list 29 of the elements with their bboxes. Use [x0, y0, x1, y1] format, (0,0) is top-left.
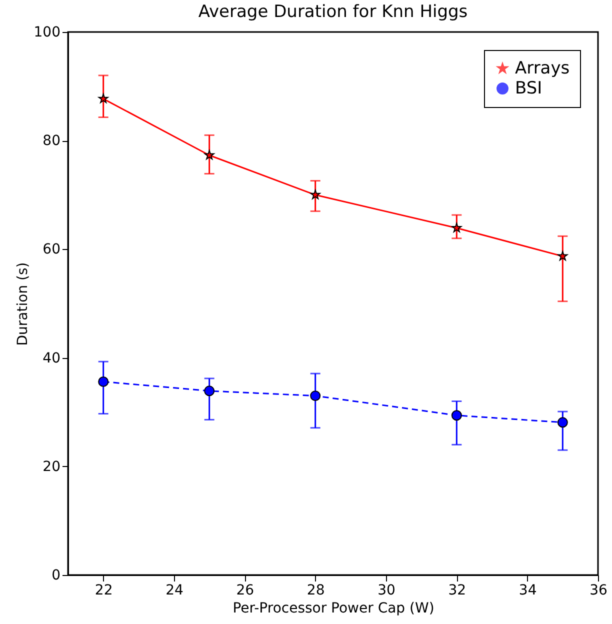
y-tick-label: 60 — [42, 242, 60, 258]
point — [452, 222, 462, 232]
y-tick-label: 0 — [52, 568, 60, 584]
x-tick-label: 22 — [94, 582, 113, 598]
y-tick-label: 100 — [34, 24, 60, 40]
x-tick-label: 36 — [590, 582, 608, 598]
legend-label: BSI — [515, 78, 542, 98]
x-tick-label: 32 — [448, 582, 466, 598]
x-tick-label: 24 — [166, 582, 184, 598]
point — [310, 390, 321, 402]
x-tick-label: 34 — [518, 582, 537, 598]
x-tick-label: 26 — [236, 582, 254, 598]
x-tick-label: 28 — [306, 582, 325, 598]
legend-label: Arrays — [515, 58, 570, 78]
point — [98, 376, 109, 387]
y-tick-label: 40 — [42, 350, 60, 366]
point — [204, 150, 214, 160]
point — [558, 251, 568, 261]
point — [451, 410, 462, 421]
point — [557, 417, 568, 428]
y-tick-label: 80 — [42, 133, 60, 150]
x-axis-title: Per-Processor Power Cap (W) — [232, 600, 434, 616]
y-tick-label: 20 — [42, 458, 60, 475]
point — [310, 190, 320, 200]
x-tick-label: 30 — [378, 582, 396, 598]
point — [98, 94, 108, 104]
y-axis-title: Duration (s) — [14, 262, 31, 346]
chart-title: Average Duration for Knn Higgs — [198, 2, 468, 22]
point — [204, 386, 215, 396]
